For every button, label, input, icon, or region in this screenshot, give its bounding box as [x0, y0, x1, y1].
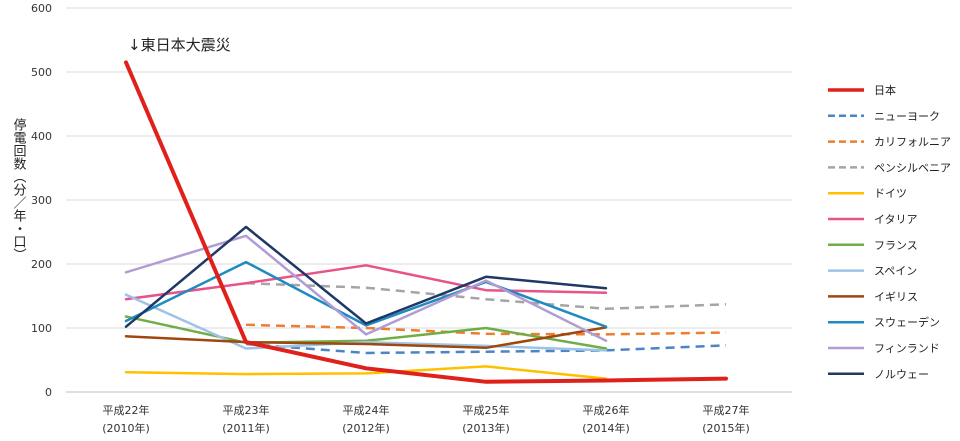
- legend-label: ドイツ: [874, 187, 907, 200]
- y-tick-label: 0: [45, 386, 52, 399]
- x-tick-sublabel: (2015年): [702, 421, 750, 435]
- series-line: [124, 225, 608, 328]
- series-line: [245, 281, 727, 311]
- legend-label: フィンランド: [874, 342, 940, 355]
- series-line: [124, 365, 608, 380]
- series-line: [124, 315, 608, 350]
- y-tick-label: 200: [31, 258, 52, 271]
- x-tick-sublabel: (2010年): [102, 421, 150, 435]
- legend-label: スペイン: [874, 265, 917, 278]
- series-line: [245, 323, 727, 336]
- legend-label: 日本: [874, 83, 896, 97]
- x-tick-sublabel: (2011年): [222, 421, 270, 435]
- y-tick-label: 600: [31, 2, 52, 15]
- x-tick-label: 平成26年: [583, 403, 630, 417]
- legend-label: カリフォルニア: [874, 136, 951, 149]
- legend-label: イギリス: [874, 290, 918, 303]
- series-line: [124, 260, 608, 328]
- series-line: [124, 60, 728, 384]
- y-axis-ticks: 0 100 200 300 400 500 600: [31, 2, 52, 399]
- x-tick-label: 平成25年: [463, 403, 510, 417]
- x-tick-sublabel: (2014年): [582, 421, 630, 435]
- x-axis-ticks: 平成22年 (2010年) 平成23年 (2011年) 平成24年 (2012年) 平成25…: [102, 403, 750, 435]
- legend-label: ペンシルベニア: [874, 161, 951, 174]
- legend-label: イタリア: [874, 213, 918, 226]
- annotation-label: ↓東日本大震災: [128, 36, 231, 54]
- series-line: [124, 264, 608, 301]
- y-tick-label: 500: [31, 66, 52, 79]
- x-tick-label: 平成27年: [703, 403, 750, 417]
- y-tick-label: 300: [31, 194, 52, 207]
- x-tick-sublabel: (2012年): [342, 421, 390, 435]
- y-tick-label: 400: [31, 130, 52, 143]
- y-tick-label: 100: [31, 322, 52, 335]
- legend-label: フランス: [874, 239, 918, 252]
- x-tick-sublabel: (2013年): [462, 421, 510, 435]
- y-axis-label: 停電回数（分／年・口）: [11, 117, 27, 261]
- x-tick-label: 平成23年: [223, 403, 270, 417]
- series-line: [124, 326, 608, 350]
- series-line: [245, 342, 727, 355]
- x-tick-label: 平成22年: [103, 403, 150, 417]
- series-line: [124, 293, 608, 352]
- legend-label: スウェーデン: [874, 315, 940, 329]
- series-lines: [124, 60, 728, 384]
- legend-label: ノルウェー: [874, 368, 929, 381]
- x-tick-label: 平成24年: [343, 403, 390, 417]
- legend-label: ニューヨーク: [874, 110, 940, 123]
- legend: 日本ニューヨークカリフォルニアペンシルベニアドイツイタリアフランススペインイギリ…: [828, 83, 951, 381]
